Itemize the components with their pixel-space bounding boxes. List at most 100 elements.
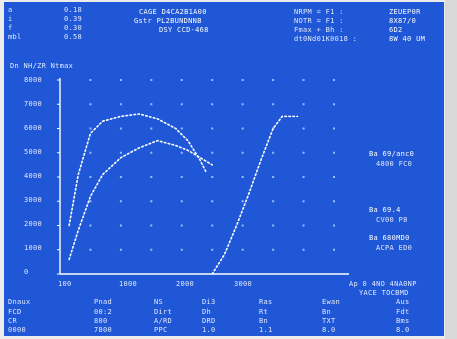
grid-dot [333,79,335,81]
grid-dot [180,224,183,227]
grid-dot [211,127,214,130]
grid-dot [272,176,275,178]
y-tick-label: 4000 [24,172,43,180]
grid-dot [241,248,244,251]
grid-dot [150,79,153,81]
header-left-label-3: mbl [8,33,22,41]
grid-dot [302,127,305,130]
grid-dot [119,103,122,106]
grid-dot [211,79,214,81]
grid-dot [119,248,122,251]
header-left-label-1: i [8,15,13,23]
header-right-value-2: 6D2 [389,26,403,34]
grid-dot [302,103,305,106]
header-right-label-3: dt0Nd01K0018 : [294,35,358,43]
grid-dot [302,151,305,154]
grid-dot [241,127,244,130]
grid-dot [150,200,153,203]
table-header: Ras [259,298,273,306]
grid-dot [89,103,92,106]
grid-dot [272,103,275,106]
table-header: Pnad [94,298,113,306]
table-cell: Rt [259,308,269,316]
grid-dot [119,200,122,203]
header-left-value-3: 0.58 [64,33,83,41]
chart-plot [57,78,349,275]
table-header: NS [154,298,164,306]
grid-dot [241,224,244,227]
header-right-value-0: ZEUEP0R [389,8,421,16]
header-left-label-0: a [8,6,13,14]
grid-dot [89,127,92,130]
table-cell: 7800 [94,326,113,334]
grid-dot [333,103,335,106]
grid-dot [211,103,214,106]
grid-dot [180,200,183,203]
grid-dot [211,224,214,227]
grid-dot [211,200,214,203]
table-cell: Bn [322,308,332,316]
header-center-line-0: CAGE D4CA2B1A00 [139,8,207,16]
header-center-line-2: DSY CCD-468 [159,26,209,34]
table-cell: TXT [322,317,336,325]
grid-dot [180,176,183,178]
grid-dot [119,151,122,154]
header-left-value-0: 0.18 [64,6,83,14]
grid-dot [333,127,335,130]
table-cell: CR [8,317,18,325]
right-annotation-2-line2: CV00 P8 [376,216,408,224]
header-right-value-1: 8X87/0 [389,17,417,25]
table-cell: 1.0 [202,326,216,334]
table-header: Di3 [202,298,216,306]
table-cell: 800 [94,317,108,325]
right-annotation-1-line2: 4800 FC0 [376,160,413,168]
grid-dot [89,248,92,251]
grid-dot [89,79,92,81]
grid-dot [119,127,122,130]
table-cell: PPC [154,326,168,334]
right-annotation-2-line1: Ba 69.4 [369,206,401,214]
y-tick-label: 5000 [24,148,43,156]
table-cell: 1.1 [259,326,273,334]
curve-series-1 [68,113,207,227]
grid-dot [150,127,153,130]
grid-dot [272,151,275,154]
grid-dot [119,79,122,81]
y-tick-label: 1000 [24,244,43,252]
grid-dot [241,200,244,203]
bottom-right-caption-1: YACE TOCBMD [359,289,409,297]
grid-dot [302,79,305,81]
grid-dot [180,248,183,251]
grid-dot [180,127,183,130]
table-cell: Dirt [154,308,173,316]
grid-dot [272,79,275,81]
grid-dot [89,200,92,203]
y-tick-label: 7000 [24,100,43,108]
grid-dot [333,176,335,178]
grid-dot [302,248,305,251]
y-tick-label: 6000 [24,124,43,132]
grid-dot [150,224,153,227]
grid-dot [272,224,275,227]
header-left-value-2: 0.30 [64,24,83,32]
grid-dot [89,176,92,178]
header-center-line-1: Gstr PL2BUNDNNB [134,17,202,25]
grid-dot [241,103,244,106]
table-header: Dnaux [8,298,31,306]
grid-dot [150,103,153,106]
table-cell: A/RD [154,317,173,325]
x-tick-label: 100 [58,280,72,288]
grid-dot [333,224,335,227]
x-tick-label: 2000 [176,280,195,288]
header-left-value-1: 0.39 [64,15,83,23]
header-right-label-2: Fmax + Bh : [294,26,344,34]
table-header: Aus [396,298,410,306]
table-cell: FCD [8,308,22,316]
grid-dot [302,176,305,178]
grid-dot [150,176,153,178]
grid-dot [241,151,244,154]
grid-dot [241,79,244,81]
curve-series-2 [68,139,214,261]
y-tick-label: 8000 [24,76,43,84]
grid-dot [211,151,214,154]
